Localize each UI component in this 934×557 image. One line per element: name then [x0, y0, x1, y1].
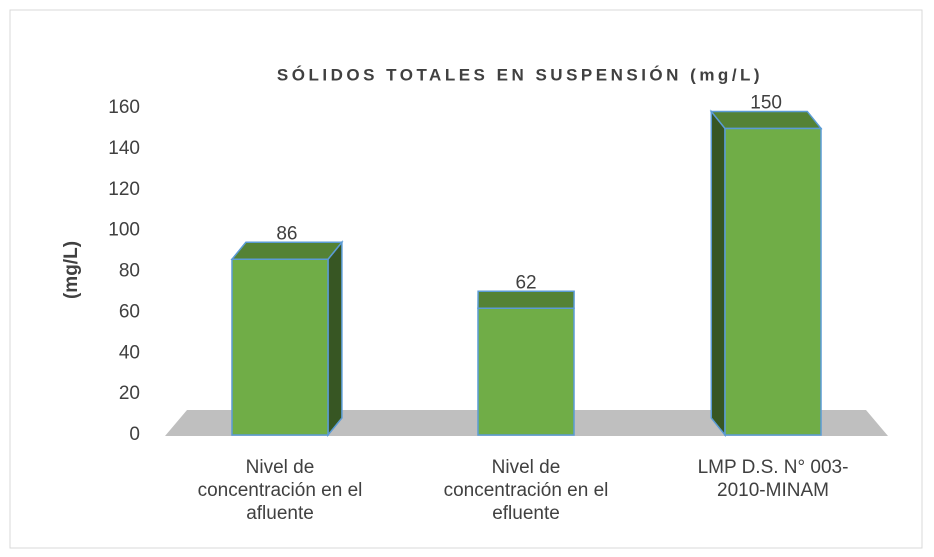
- y-tick-label: 140: [108, 138, 140, 159]
- bar: [230, 240, 344, 438]
- y-tick-label: 100: [108, 220, 140, 241]
- y-tick-label: 0: [129, 424, 140, 445]
- y-tick-label: 20: [119, 383, 140, 404]
- y-tick-label: 80: [119, 261, 140, 282]
- bar-side: [327, 240, 343, 438]
- bar-front: [231, 258, 329, 436]
- y-tick-label: 160: [108, 97, 140, 118]
- chart-title: SÓLIDOS TOTALES EN SUSPENSIÓN (mg/L): [277, 65, 763, 84]
- y-axis-label: (mg/L): [61, 241, 82, 299]
- bar-front: [724, 127, 822, 436]
- x-tick-label: Nivel de concentración en el afluente: [197, 457, 363, 524]
- data-label: 150: [750, 92, 782, 113]
- y-tick-label: 120: [108, 179, 140, 200]
- bar: [709, 109, 823, 438]
- bar-top: [477, 290, 575, 310]
- bar: [477, 290, 575, 436]
- y-tick-label: 60: [119, 301, 140, 322]
- bar-top: [709, 110, 823, 130]
- bar-side: [710, 109, 726, 438]
- y-tick-label: 40: [119, 342, 140, 363]
- data-label: 62: [515, 272, 536, 293]
- x-tick-label: LMP D.S. N° 003-2010-MINAM: [697, 457, 849, 501]
- data-label: 86: [276, 223, 297, 244]
- bar-top: [230, 241, 344, 260]
- x-tick-label: Nivel de concentración en el efluente: [443, 457, 609, 524]
- bar-front: [477, 307, 575, 436]
